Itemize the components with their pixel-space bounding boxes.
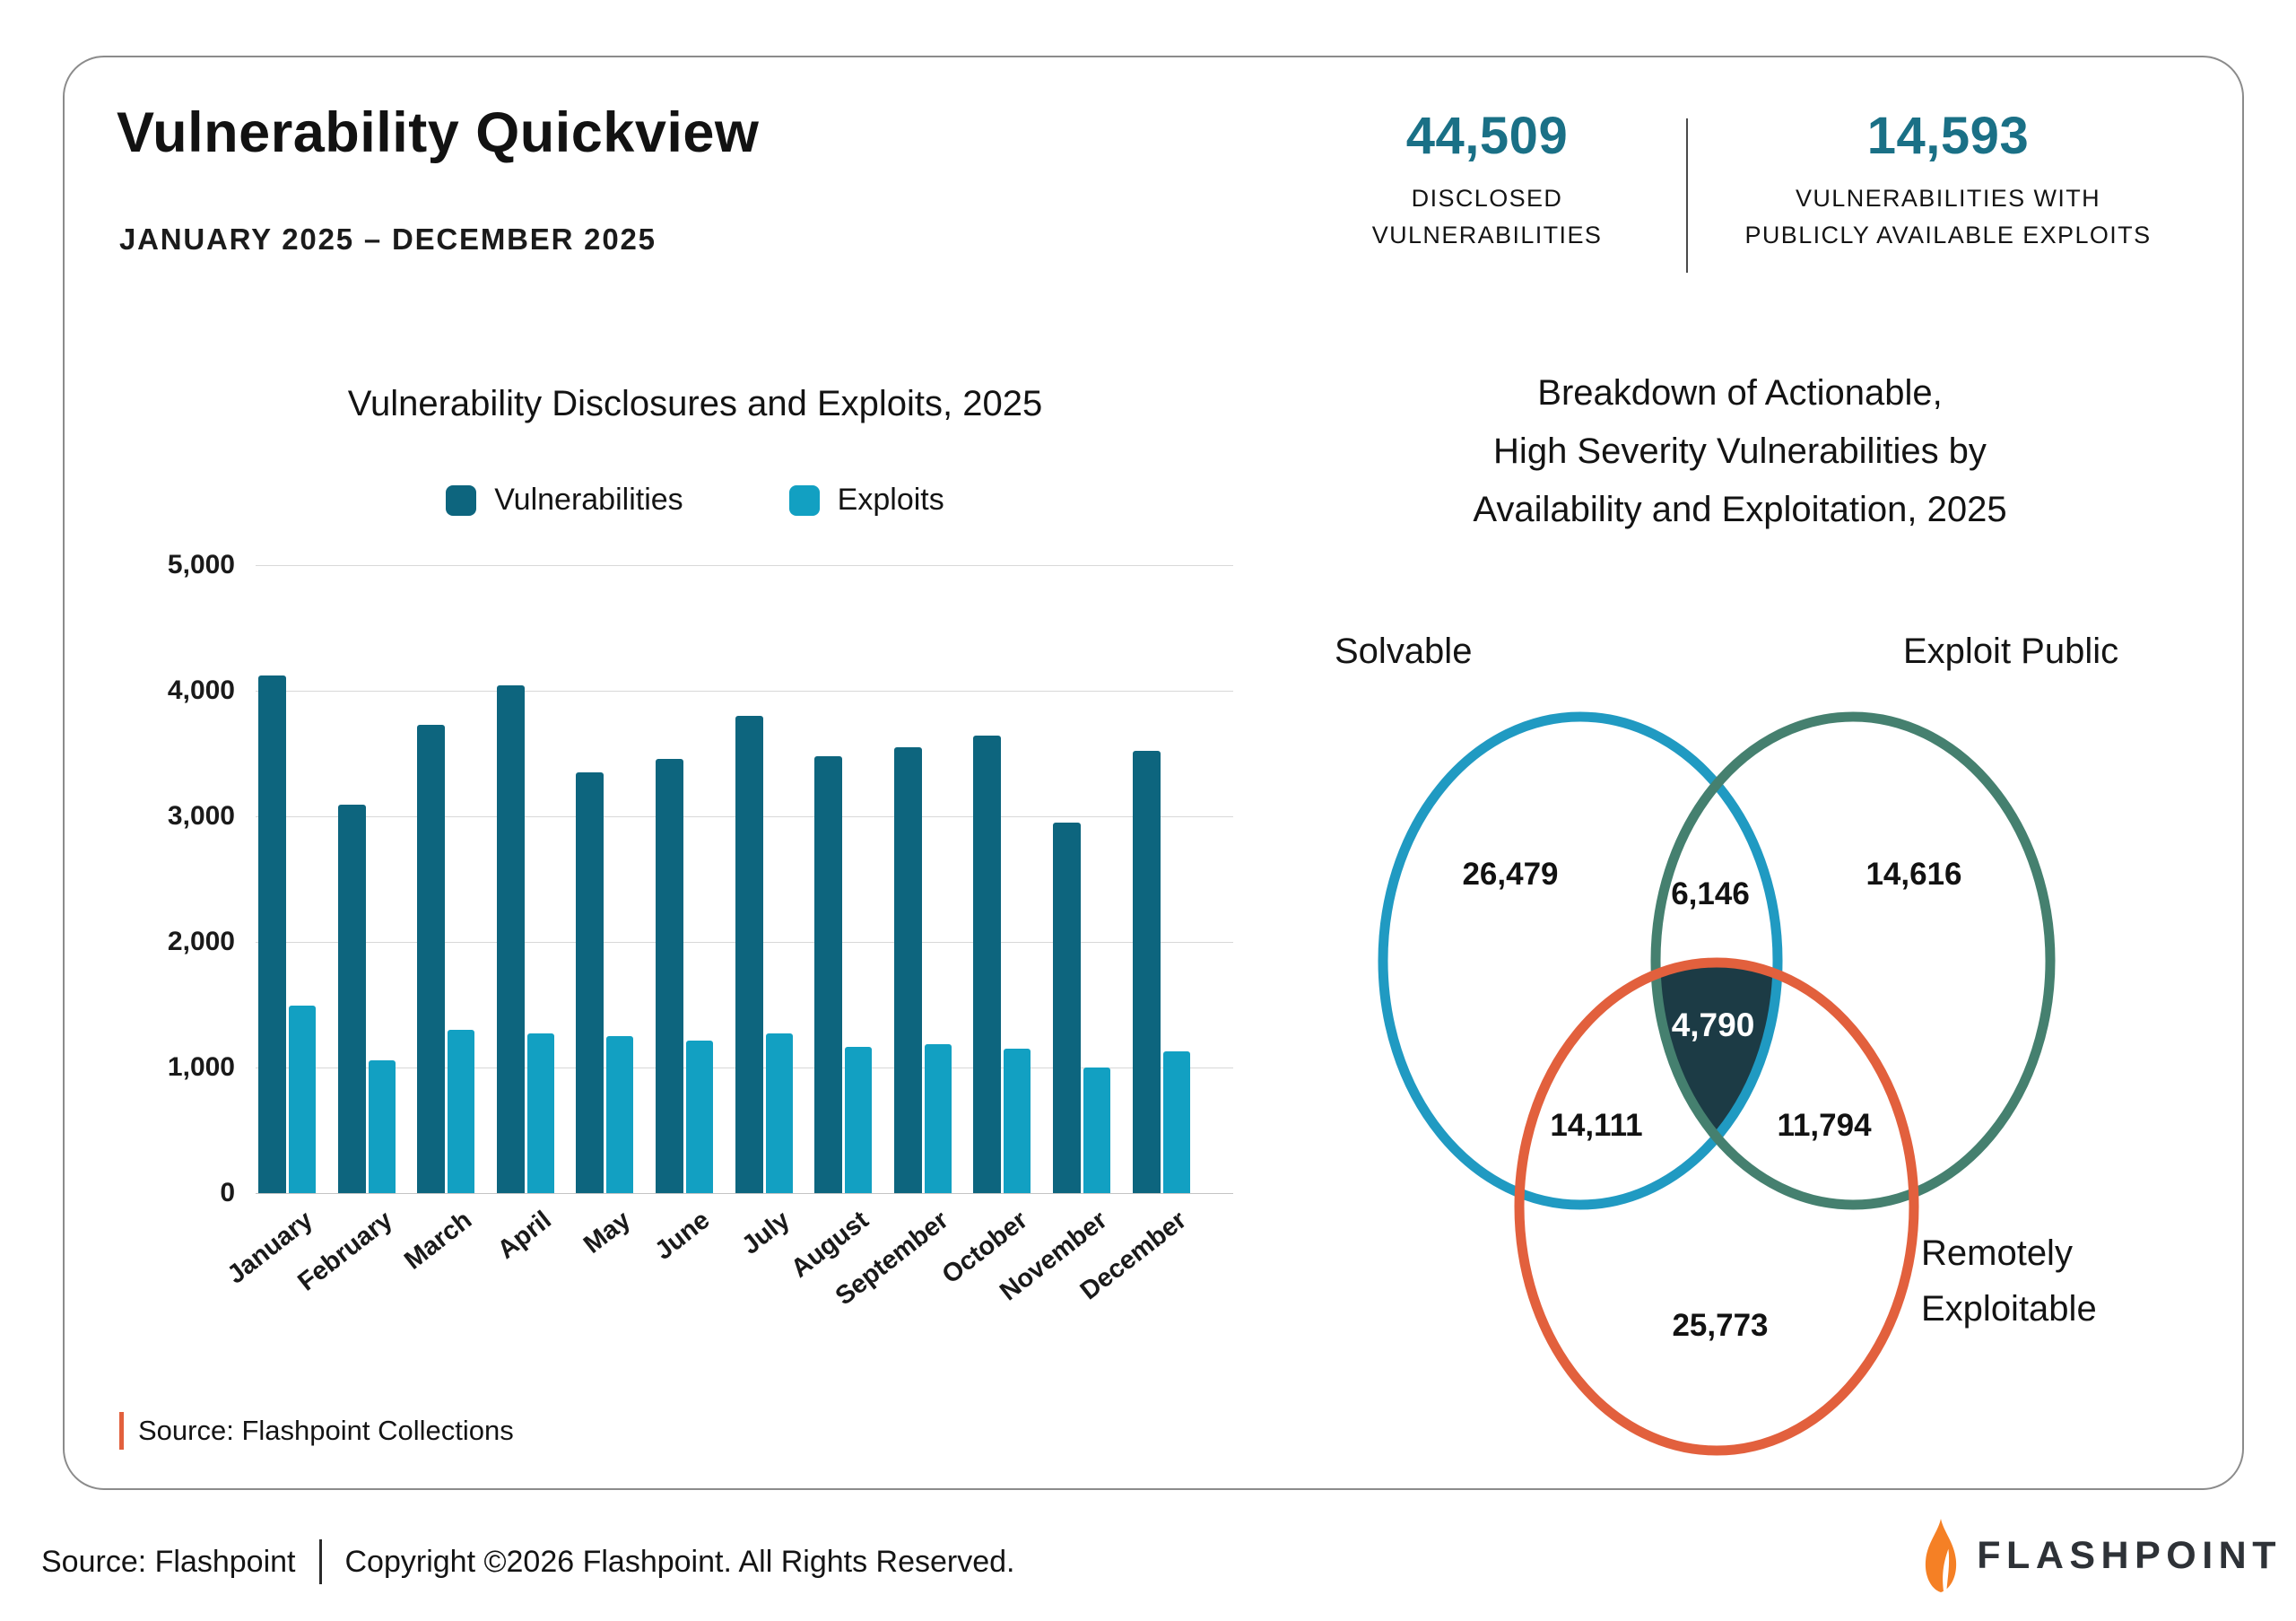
y-axis-tick: 5,000 xyxy=(167,550,235,580)
venn-label-solvable: Solvable xyxy=(1335,632,1473,671)
gridline-4,000 xyxy=(256,691,1233,692)
vulnerabilities-bar-may xyxy=(576,772,604,1193)
exploits-bar-may xyxy=(606,1036,634,1193)
y-axis-tick: 4,000 xyxy=(167,675,235,705)
exploits-bar-march xyxy=(448,1030,475,1193)
vulnerabilities-bar-july xyxy=(735,716,763,1193)
exploits-swatch-icon xyxy=(788,484,820,516)
flashpoint-wordmark: FLASHPOINT xyxy=(1977,1533,2282,1577)
bar-chart-legend: Vulnerabilities Exploits xyxy=(135,483,1256,518)
venn-title: Breakdown of Actionable, High Severity V… xyxy=(1473,373,2007,529)
vulnerabilities-bar-september xyxy=(893,747,922,1193)
exploits-bar-january xyxy=(289,1006,316,1193)
x-axis-label-june: June xyxy=(649,1206,716,1266)
venn-value-solvable-remote: 14,111 xyxy=(1550,1108,1643,1143)
exploits-bar-october xyxy=(1004,1049,1031,1193)
stat-exploits-value: 14,593 xyxy=(1866,107,2030,165)
legend-item-exploits: Exploits xyxy=(788,483,944,518)
source-note: Source: Flashpoint Collections xyxy=(119,1412,514,1450)
exploits-bar-december xyxy=(1162,1051,1190,1193)
flashpoint-logo: FLASHPOINT xyxy=(1921,1518,2282,1593)
exploits-bar-november xyxy=(1083,1068,1110,1193)
vulnerabilities-bar-december xyxy=(1132,751,1161,1193)
bar-chart-title: Vulnerability Disclosures and Exploits, … xyxy=(347,384,1043,423)
y-axis-tick: 1,000 xyxy=(167,1052,235,1082)
gridline-5,000 xyxy=(256,565,1233,566)
exploits-bar-april xyxy=(526,1033,554,1193)
exploits-bar-february xyxy=(368,1060,396,1193)
remotely-exploitable-circle xyxy=(1514,957,1919,1456)
venn-label-remotely-exploitable: Remotely Exploitable xyxy=(1921,1233,2097,1329)
stat-disclosed: 44,509 DISCLOSED VULNERABILITIES xyxy=(1308,106,1666,254)
x-axis-label-may: May xyxy=(578,1206,637,1259)
footer-copyright: Copyright ©2026 Flashpoint. All Rights R… xyxy=(344,1544,1015,1579)
legend-label-exploits: Exploits xyxy=(837,483,944,517)
exploits-bar-september xyxy=(924,1044,952,1193)
footer: Source: Flashpoint Copyright ©2026 Flash… xyxy=(41,1539,1015,1584)
footer-source: Source: Flashpoint xyxy=(41,1544,296,1579)
vulnerabilities-bar-march xyxy=(417,725,446,1193)
venn-label-exploit-public: Exploit Public xyxy=(1903,632,2119,671)
stat-exploits: 14,593 VULNERABILITIES WITH PUBLICLY AVA… xyxy=(1696,106,2200,254)
stat-disclosed-value: 44,509 xyxy=(1405,107,1569,165)
y-axis-tick: 3,000 xyxy=(167,801,235,831)
vulnerabilities-swatch-icon xyxy=(446,484,477,516)
venn-value-exploit-only: 14,616 xyxy=(1866,857,1962,892)
vulnerabilities-bar-april xyxy=(496,685,525,1193)
bar-plot-area: 0 1,000 2,000 3,000 4,000 5,000 January Februar… xyxy=(135,550,1256,1311)
venn-circles xyxy=(1378,711,2056,1456)
vulnerabilities-bar-november xyxy=(1053,823,1081,1193)
gridline-0 xyxy=(256,1193,1233,1194)
venn-value-all-three: 4,790 xyxy=(1671,1007,1755,1043)
page-title: Vulnerability Quickview xyxy=(117,101,760,164)
stats-divider xyxy=(1686,118,1688,273)
stat-exploits-label: VULNERABILITIES WITH PUBLICLY AVAILABLE … xyxy=(1744,185,2152,248)
exploits-bar-august xyxy=(845,1047,873,1193)
flame-icon xyxy=(1926,1519,1957,1592)
legend-item-vulnerabilities: Vulnerabilities xyxy=(446,483,683,518)
exploits-bar-july xyxy=(765,1033,793,1193)
vulnerabilities-bar-february xyxy=(337,805,366,1193)
y-axis-tick: 0 xyxy=(220,1178,235,1207)
venn-value-remote-only: 25,773 xyxy=(1672,1308,1769,1343)
source-note-accent-bar xyxy=(119,1412,124,1450)
vulnerabilities-bar-october xyxy=(973,736,1002,1193)
exploits-bar-june xyxy=(686,1041,713,1193)
x-axis-label-april: April xyxy=(491,1206,557,1265)
venn-diagram: Solvable Exploit Public Remotely Exploit… xyxy=(1327,619,2152,1482)
stat-disclosed-label: DISCLOSED VULNERABILITIES xyxy=(1371,185,1603,248)
exploit-public-circle xyxy=(1650,711,2056,1210)
y-axis-tick: 2,000 xyxy=(167,927,235,956)
x-axis-label-march: March xyxy=(398,1206,477,1276)
legend-label-vulnerabilities: Vulnerabilities xyxy=(494,483,683,517)
vulnerabilities-bar-august xyxy=(814,756,843,1193)
vulnerabilities-bar-june xyxy=(656,759,683,1193)
x-axis-label-july: July xyxy=(735,1206,796,1260)
venn-value-solvable-only: 26,479 xyxy=(1462,857,1559,892)
solvable-circle xyxy=(1378,711,1783,1210)
source-note-text: Source: Flashpoint Collections xyxy=(138,1415,514,1446)
venn-value-solvable-exploit: 6,146 xyxy=(1671,876,1750,911)
vulnerabilities-bar-january xyxy=(258,675,286,1193)
venn-value-exploit-remote: 11,794 xyxy=(1777,1108,1872,1143)
date-range: JANUARY 2025 – DECEMBER 2025 xyxy=(119,222,657,256)
footer-divider xyxy=(318,1539,322,1584)
